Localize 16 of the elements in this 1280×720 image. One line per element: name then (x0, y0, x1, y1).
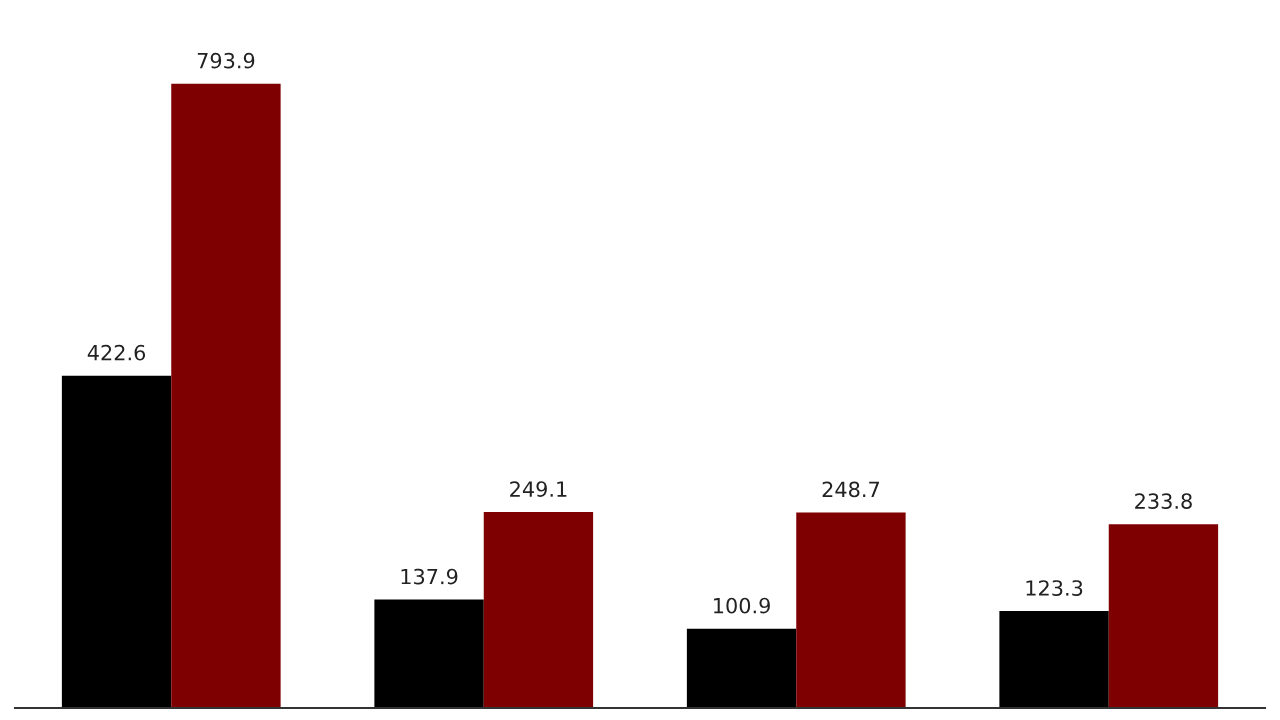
data-label: 233.8 (1135, 493, 1192, 509)
bar (1108, 524, 1219, 708)
data-label: 248.7 (822, 481, 879, 498)
bar (796, 512, 906, 708)
data-label: 100.9 (714, 597, 770, 614)
bar (483, 512, 594, 708)
bar (61, 375, 172, 708)
data-label: 422.6 (87, 344, 146, 361)
bar (999, 611, 1109, 708)
data-label: 137.9 (401, 568, 458, 585)
data-label: 123.3 (1026, 580, 1083, 596)
bar (374, 599, 484, 708)
data-label: 793.9 (197, 52, 255, 69)
bar (171, 83, 281, 708)
bar (686, 628, 797, 708)
data-label: 249.1 (510, 481, 567, 497)
